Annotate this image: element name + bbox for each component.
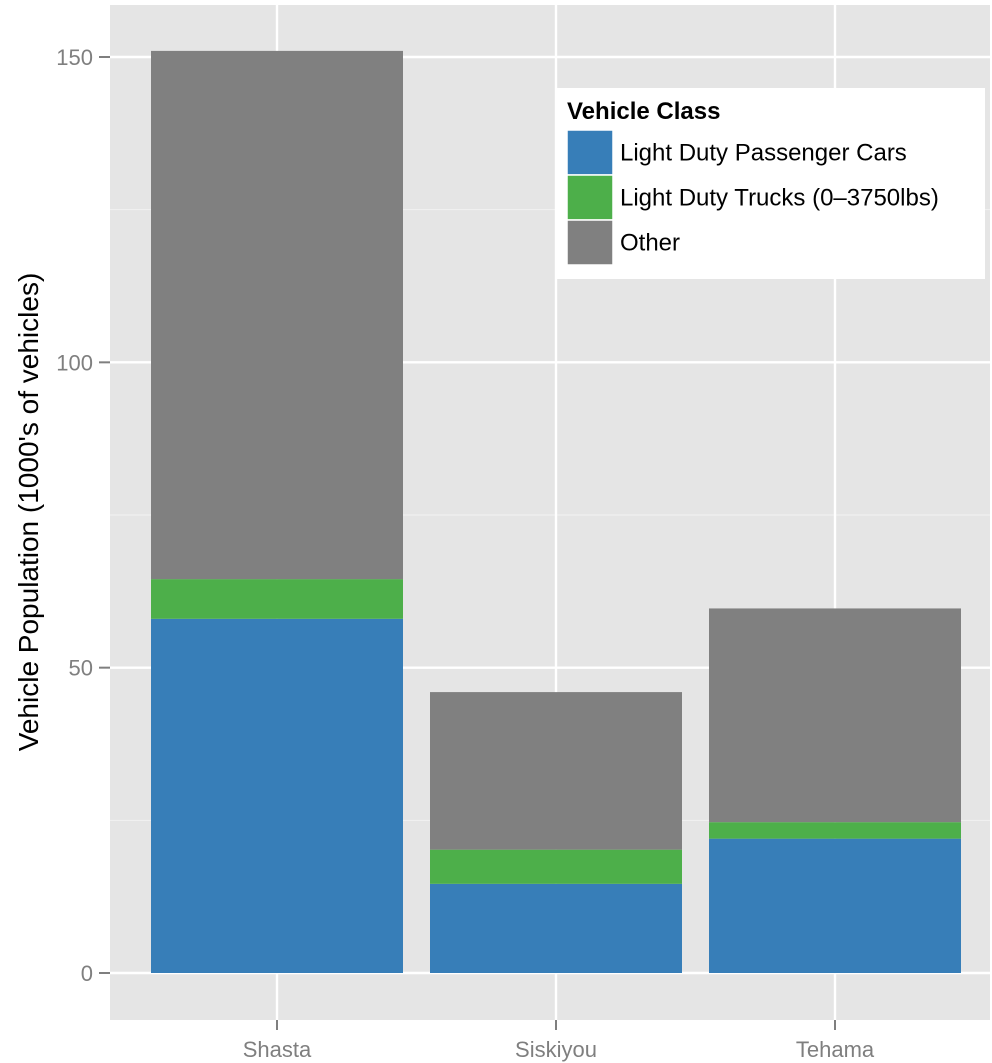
y-tick-label: 150 bbox=[56, 45, 93, 70]
bar-siskiyou-other bbox=[430, 692, 682, 850]
y-axis: 0 50 100 150 bbox=[56, 45, 110, 986]
legend-key-light-duty-passenger-cars bbox=[566, 129, 614, 176]
bar-shasta-other bbox=[151, 50, 403, 580]
legend-background bbox=[556, 88, 985, 279]
y-axis-title: Vehicle Population (1000's of vehicles) bbox=[13, 273, 44, 752]
y-tick-label: 0 bbox=[81, 961, 93, 986]
y-tick-label: 50 bbox=[69, 656, 93, 681]
bar-shasta-light-duty-passenger-cars bbox=[151, 618, 403, 973]
x-tick-label-siskiyou: Siskiyou bbox=[515, 1037, 597, 1062]
legend-title: Vehicle Class bbox=[567, 98, 720, 125]
x-tick-label-tehama: Tehama bbox=[796, 1037, 875, 1062]
bar-tehama-light-duty-passenger-cars bbox=[709, 838, 961, 973]
legend: Vehicle Class Light Duty Passenger CarsL… bbox=[556, 88, 985, 279]
x-tick-label-shasta: Shasta bbox=[243, 1037, 312, 1062]
legend-label-light-duty-trucks-0-3750lbs: Light Duty Trucks (0–3750lbs) bbox=[620, 185, 939, 212]
legend-key-other bbox=[566, 219, 614, 266]
bar-siskiyou-light-duty-trucks-0-3750lbs bbox=[430, 849, 682, 884]
bar-shasta-light-duty-trucks-0-3750lbs bbox=[151, 579, 403, 619]
bar-tehama-other bbox=[709, 608, 961, 823]
legend-label-light-duty-passenger-cars: Light Duty Passenger Cars bbox=[620, 140, 907, 167]
y-tick-label: 100 bbox=[56, 350, 93, 375]
legend-items: Light Duty Passenger Cars Light Duty Truc… bbox=[566, 129, 939, 266]
legend-key-light-duty-trucks-0-3750lbs bbox=[566, 174, 614, 221]
bar-siskiyou-light-duty-passenger-cars bbox=[430, 883, 682, 973]
bars-layer bbox=[151, 50, 961, 973]
legend-label-other: Other bbox=[620, 230, 680, 257]
bar-tehama-light-duty-trucks-0-3750lbs bbox=[709, 822, 961, 839]
x-axis: Shasta Siskiyou Tehama bbox=[243, 1020, 875, 1062]
